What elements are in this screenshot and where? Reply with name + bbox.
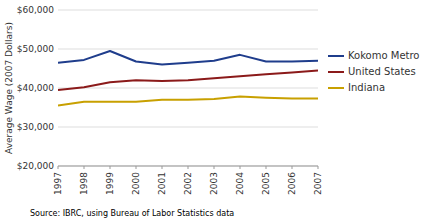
x-tick-label: 1997: [53, 172, 63, 195]
x-tick-label: 2001: [157, 172, 167, 195]
x-tick-label: 1999: [105, 172, 115, 195]
x-tick-label: 2002: [183, 172, 193, 195]
series-line: [58, 97, 318, 106]
x-tick: [110, 166, 111, 169]
legend-label: United States: [348, 66, 416, 77]
y-tick-label: $30,000: [17, 122, 54, 132]
y-tick-label: $40,000: [17, 83, 54, 93]
grid-line: [58, 10, 318, 11]
x-tick-label: 2000: [131, 172, 141, 195]
lines: [58, 51, 318, 106]
x-tick-label: 2005: [261, 172, 271, 195]
x-tick-label: 2007: [313, 172, 323, 195]
x-tick: [318, 166, 319, 169]
x-tick: [162, 166, 163, 169]
y-axis: $20,000 $30,000 $40,000 $50,000 $60,000: [17, 5, 318, 171]
source-note: Source: IBRC, using Bureau of Labor Stat…: [30, 209, 234, 218]
x-tick-label: 2003: [209, 172, 219, 195]
legend: Kokomo Metro United States Indiana: [328, 50, 419, 93]
grid-line: [58, 49, 318, 50]
x-tick: [266, 166, 267, 169]
y-tick-label: $60,000: [17, 5, 54, 15]
series-line: [58, 70, 318, 90]
y-tick-label: $20,000: [17, 161, 54, 171]
x-tick-label: 2004: [235, 172, 245, 195]
legend-swatch: [328, 71, 344, 73]
legend-swatch: [328, 55, 344, 57]
x-axis: 1997 1998 1999 2000 2001 2002 2003 2004 2005 2006…: [53, 166, 323, 195]
x-tick-label: 1998: [79, 172, 89, 195]
grid-line: [58, 88, 318, 89]
series-line: [58, 51, 318, 65]
x-tick: [214, 166, 215, 169]
chart: $20,000 $30,000 $40,000 $50,000 $60,000Avera…: [0, 0, 430, 221]
x-tick: [292, 166, 293, 169]
grid-line: [58, 127, 318, 128]
y-tick-label: $50,000: [17, 44, 54, 54]
y-axis-label: Average Wage (2007 Dollars): [4, 22, 14, 154]
legend-label: Indiana: [348, 82, 385, 93]
legend-swatch: [328, 87, 344, 89]
x-tick: [136, 166, 137, 169]
x-tick-label: 2006: [287, 172, 297, 195]
legend-label: Kokomo Metro: [348, 50, 419, 61]
x-tick: [84, 166, 85, 169]
x-tick: [188, 166, 189, 169]
x-tick: [240, 166, 241, 169]
x-tick: [58, 166, 59, 169]
